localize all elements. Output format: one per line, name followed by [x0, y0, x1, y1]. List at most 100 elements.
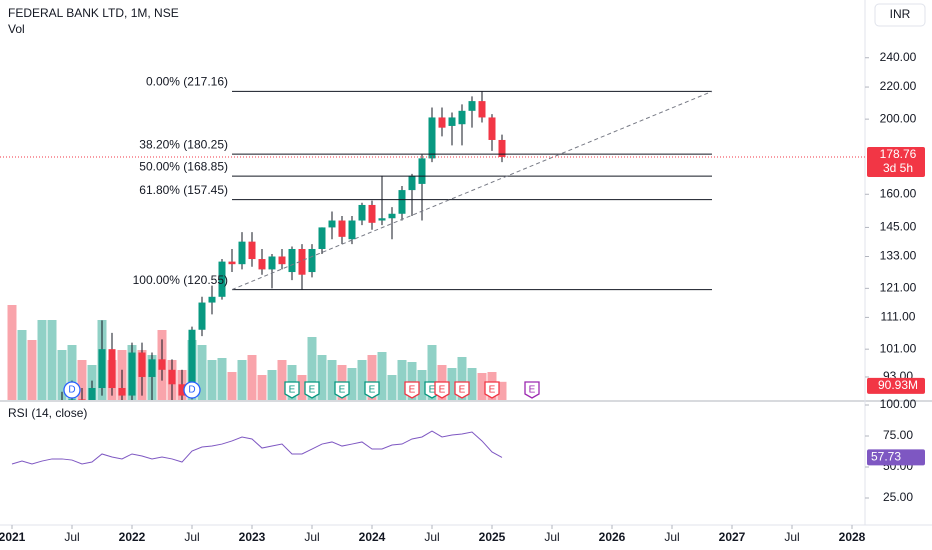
candle-body: [318, 227, 326, 249]
candle-body: [278, 256, 286, 265]
fib-label: 50.00% (168.85): [139, 159, 228, 173]
x-tick-label: Jul: [664, 530, 679, 544]
candle-body: [118, 388, 126, 396]
fib-label: 38.20% (180.25): [139, 137, 228, 151]
volume-bar: [297, 375, 307, 400]
candle-body: [238, 241, 246, 265]
rsi-y-tick-label: 100.00: [880, 397, 917, 411]
candle-body: [248, 241, 256, 260]
volume-bar: [27, 340, 37, 400]
candle-body: [218, 261, 226, 297]
candle-body: [128, 352, 136, 396]
x-tick-label: Jul: [424, 530, 439, 544]
event-label: D: [188, 385, 195, 396]
event-label: E: [489, 385, 496, 396]
volume-bar: [317, 355, 327, 400]
event-label: E: [409, 385, 416, 396]
candle-body: [68, 399, 76, 400]
volume-bar: [477, 373, 487, 400]
candle-body: [158, 359, 166, 370]
rsi-y-tick-label: 75.00: [883, 428, 913, 442]
chart-title: FEDERAL BANK LTD, 1M, NSE: [8, 6, 179, 20]
x-tick-label: 2023: [239, 530, 266, 544]
event-label: E: [439, 385, 446, 396]
currency-button[interactable]: [874, 3, 926, 27]
fib-label: 100.00% (120.55): [133, 273, 228, 287]
x-tick-label: Jul: [784, 530, 799, 544]
volume-bar: [7, 305, 17, 400]
price-pane: 0.00% (217.16) 38.20% (180.25) 50.00% (168…: [7, 75, 713, 454]
volume-label-box: [867, 377, 925, 394]
countdown: 3d 5h: [883, 161, 913, 175]
y-tick-label: 133.00: [880, 249, 917, 263]
candle-body: [428, 117, 436, 159]
earnings-badge: [334, 381, 350, 399]
volume-bar: [207, 360, 217, 400]
event-label: D: [68, 385, 75, 396]
x-tick-label: 2021: [0, 530, 26, 544]
last-price-label: 178.76: [880, 147, 917, 161]
earnings-badge: [454, 381, 470, 399]
event-label: E: [459, 385, 466, 396]
candle-body: [498, 139, 506, 157]
earnings-badge: [364, 381, 380, 399]
candle-body: [178, 384, 186, 396]
candle-body: [448, 117, 456, 126]
candle-body: [288, 248, 296, 273]
volume-bar: [397, 360, 407, 400]
x-tick-label: Jul: [304, 530, 319, 544]
currency[interactable]: INR: [890, 7, 911, 21]
x-tick-label: 2022: [119, 530, 146, 544]
candle-body: [168, 369, 176, 385]
volume-label: 90.93M: [878, 378, 918, 392]
candle-body: [198, 302, 206, 330]
volume-bar: [247, 355, 257, 400]
volume-bar: [237, 360, 247, 400]
volume-bar: [357, 360, 367, 400]
candle-body: [268, 256, 276, 270]
candle-body: [49, 419, 56, 449]
x-tick-label: 2027: [719, 530, 746, 544]
candle-body: [458, 110, 466, 125]
y-tick-label: 111.00: [881, 310, 916, 324]
volume-bar: [227, 372, 237, 400]
earnings-badge: [284, 381, 300, 399]
volume-bar: [367, 355, 377, 400]
candle-body: [398, 190, 406, 214]
candle-body: [358, 204, 366, 221]
volume-bar: [267, 370, 277, 400]
candle-body: [39, 449, 46, 454]
volume-bar: [307, 337, 317, 400]
fib-label: 61.80% (157.45): [139, 183, 228, 197]
volume-bar: [457, 357, 467, 400]
candle-body: [488, 117, 496, 140]
dividend-badge: [63, 381, 81, 399]
volume-bar: [347, 368, 357, 400]
last-price-box: [867, 146, 925, 177]
event-label: E: [339, 385, 346, 396]
event-label: E: [429, 385, 436, 396]
volume-bar: [57, 350, 67, 400]
candle-body: [78, 399, 86, 400]
candle-body: [328, 220, 336, 228]
volume-bar: [427, 345, 437, 400]
volume-bar: [417, 370, 427, 400]
volume-bar: [257, 375, 267, 400]
candle-body: [408, 175, 416, 191]
rsi-label-box: [867, 449, 925, 466]
y-tick-label: 200.00: [880, 111, 917, 125]
candle-body: [348, 220, 356, 240]
candle-body: [368, 204, 376, 223]
volume-bar: [217, 358, 227, 400]
y-tick-label: 220.00: [880, 79, 917, 93]
volume-bar: [77, 360, 87, 400]
volume-bar: [37, 320, 47, 400]
rsi-label: 57.73: [871, 450, 901, 464]
x-tick-label: 2028: [839, 530, 866, 544]
rsi-y-tick-label: 25.00: [883, 490, 913, 504]
candle-body: [188, 329, 196, 396]
candle-body: [108, 349, 116, 389]
candle-body: [148, 359, 156, 377]
candle-body: [438, 117, 446, 128]
